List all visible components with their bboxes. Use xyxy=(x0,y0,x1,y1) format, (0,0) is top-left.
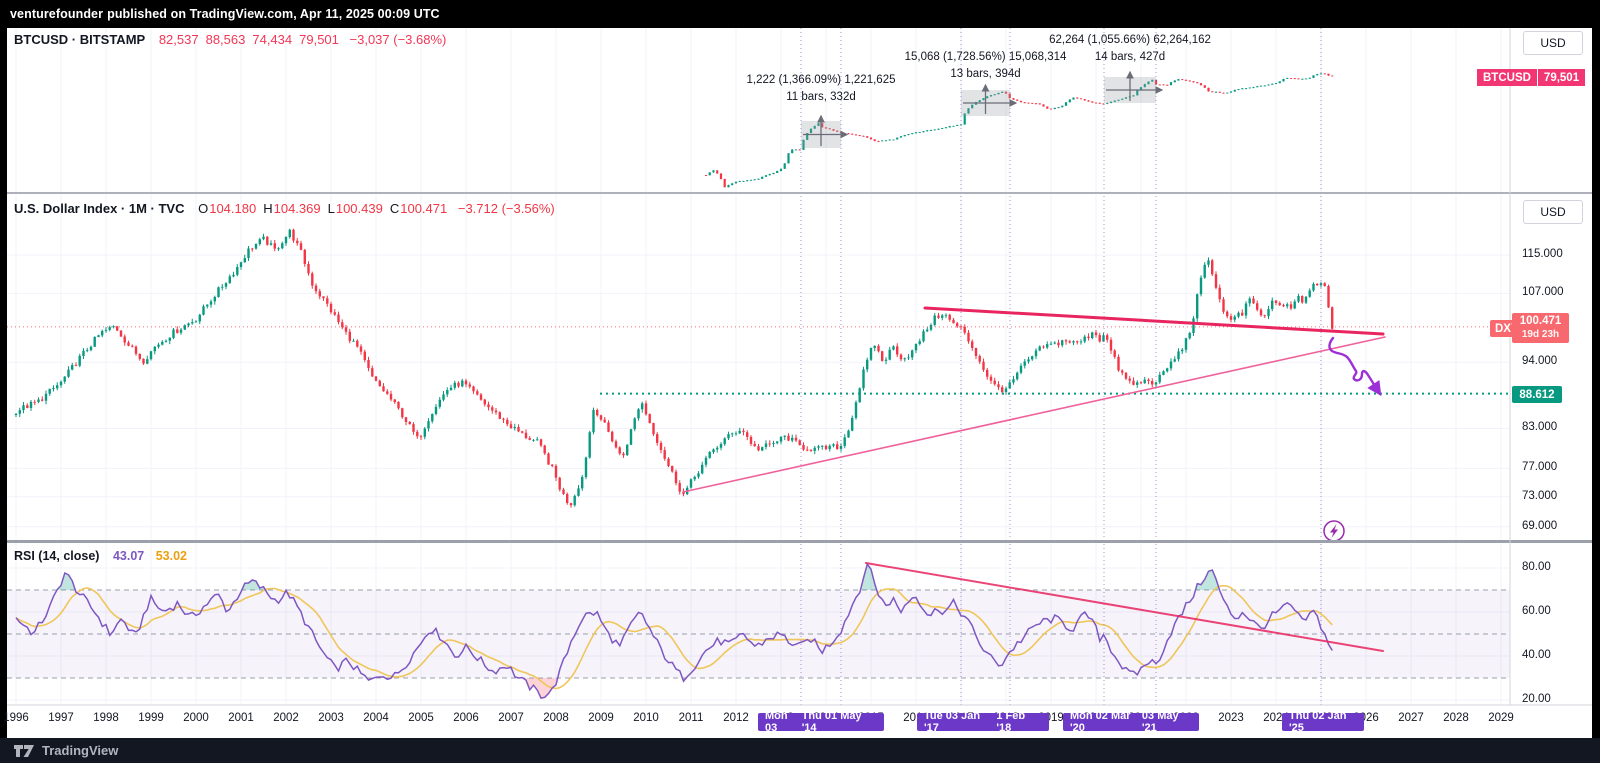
time-axis-year-label: 2000 xyxy=(183,712,209,724)
time-axis-year-label: 2006 xyxy=(453,712,479,724)
rsi-scale-tick: 20.00 xyxy=(1522,693,1551,705)
footer-brand: TradingView xyxy=(42,743,119,758)
publish-info-text: published on TradingView.com, Apr 11, 20… xyxy=(107,7,440,21)
time-axis-year-label: 2028 xyxy=(1443,712,1469,724)
time-axis-year-label: 2004 xyxy=(363,712,389,724)
time-axis-year-label: 2029 xyxy=(1488,712,1514,724)
time-axis-year-label: 1996 xyxy=(3,712,29,724)
btc-price-badge: BTCUSD 79,501 xyxy=(1477,69,1586,86)
tradingview-logo-icon xyxy=(14,744,34,757)
dxy-scale-tick: 73.000 xyxy=(1522,489,1558,502)
time-axis-highlight-label: Mon 02 Mar '20 03 May '21 xyxy=(1063,710,1199,734)
time-axis-year-label: 2002 xyxy=(273,712,299,724)
time-axis-year-label: 2012 xyxy=(723,712,749,724)
publish-info-bar: venturefounder published on TradingView.… xyxy=(0,0,1600,28)
time-axis-year-label: 1998 xyxy=(93,712,119,724)
time-axis-year-label: 2010 xyxy=(633,712,659,724)
dxy-price-badge: 100.471 19d 23h xyxy=(1512,313,1569,343)
rsi-scale-tick: 40.00 xyxy=(1522,649,1551,661)
dxy-badge-countdown: 19d 23h xyxy=(1521,329,1560,340)
btc-badge-price: 79,501 xyxy=(1537,69,1586,86)
dxy-legend: U.S. Dollar Index · 1M · TVC O104.180 H10… xyxy=(14,201,555,216)
time-axis-year-label: 2003 xyxy=(318,712,344,724)
time-axis-year-label: 2008 xyxy=(543,712,569,724)
dxy-scale-tick: 94.000 xyxy=(1522,355,1558,368)
footer-bar: TradingView xyxy=(0,738,1600,763)
dxy-change: −3.712 (−3.56%) xyxy=(457,201,555,216)
btc-change: −3,037 (−3.68%) xyxy=(349,32,447,47)
dxy-ohlc-values: O104.180 H104.369 L100.439 C100.471 xyxy=(198,201,448,216)
time-axis-year-label: 2001 xyxy=(228,712,254,724)
dxy-scale-tick: 107.000 xyxy=(1522,286,1564,299)
btc-symbol-title[interactable]: BTCUSD · BITSTAMP xyxy=(14,32,146,47)
btc-ohlc-values: 82,537 88,563 74,434 79,501 xyxy=(158,32,339,47)
dxy-currency-button[interactable]: USD xyxy=(1523,200,1583,224)
rsi-value: 43.07 xyxy=(112,549,145,563)
time-axis-year-label: 2023 xyxy=(1218,712,1244,724)
rsi-scale-tick: 80.00 xyxy=(1522,561,1551,573)
time-axis-highlight-label: Mon 03 Thu 01 May '14 xyxy=(758,710,884,734)
time-axis-year-label: 2009 xyxy=(588,712,614,724)
rsi-ma-value: 53.02 xyxy=(155,549,187,563)
time-axis-year-label: 1999 xyxy=(138,712,164,724)
dxy-symbol-title[interactable]: U.S. Dollar Index · 1M · TVC xyxy=(14,201,185,216)
author-name: venturefounder xyxy=(10,7,104,21)
time-axis-year-label: 2005 xyxy=(408,712,434,724)
rsi-legend: RSI (14, close) 43.07 53.02 xyxy=(14,549,187,563)
btc-legend: BTCUSD · BITSTAMP 82,537 88,563 74,434 79,5… xyxy=(14,32,446,47)
measurement-label: 15,068 (1,728.56%) 15,068,314 13 bars, 39… xyxy=(904,51,1067,80)
dxy-badge-price: 100.471 xyxy=(1519,315,1562,327)
btc-badge-symbol: BTCUSD xyxy=(1477,69,1537,86)
time-axis-highlight-label: Thu 02 Jan '25 xyxy=(1282,710,1364,734)
measurement-label: 1,222 (1,366.09%) 1,221,625 11 bars, 332d xyxy=(746,74,896,103)
time-axis-highlight-label: Tue 03 Jan '17 1 Feb '18 xyxy=(917,710,1049,734)
dxy-level-badge: 88.612 xyxy=(1512,386,1562,403)
dxy-scale-tick: 115.000 xyxy=(1522,248,1563,260)
time-axis-year-label: 1997 xyxy=(48,712,74,724)
time-axis-year-label: 2027 xyxy=(1398,712,1424,724)
dxy-scale-tick: 69.000 xyxy=(1522,519,1558,532)
dxy-scale-tick: 83.000 xyxy=(1522,421,1558,434)
time-axis-year-label: 2011 xyxy=(678,712,704,724)
btc-currency-button[interactable]: USD xyxy=(1523,31,1583,55)
rsi-title[interactable]: RSI (14, close) xyxy=(14,549,100,563)
rsi-scale-tick: 60.00 xyxy=(1522,605,1551,617)
time-axis-year-label: 2007 xyxy=(498,712,524,724)
measurement-label: 62,264 (1,055.66%) 62,264,162 14 bars, 42… xyxy=(1049,34,1211,63)
dxy-scale-tick: 77.000 xyxy=(1522,461,1558,474)
right-border xyxy=(1592,28,1600,738)
chart-canvas[interactable] xyxy=(7,28,1592,738)
